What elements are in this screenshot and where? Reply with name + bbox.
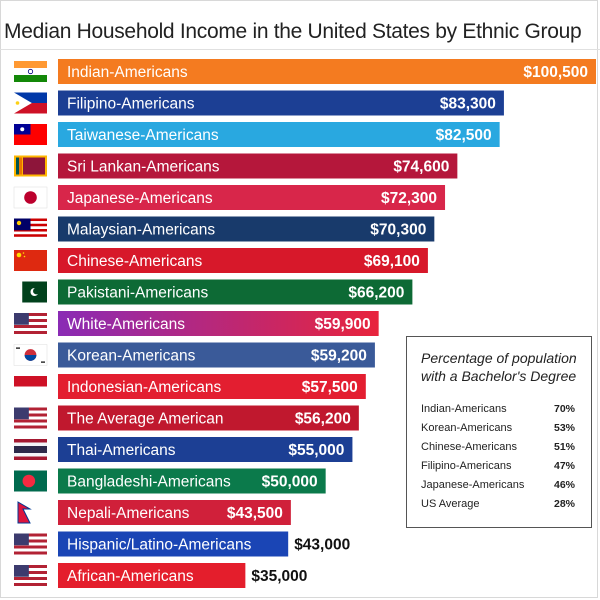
india-flag-icon xyxy=(14,61,47,82)
value-label: $82,500 xyxy=(436,127,492,144)
bar xyxy=(58,216,435,242)
bar xyxy=(58,342,375,368)
category-label: White-Americans xyxy=(67,316,185,333)
bar xyxy=(58,500,291,525)
bar xyxy=(58,90,504,116)
value-label: $50,000 xyxy=(262,474,318,491)
philippines-flag-icon xyxy=(14,92,47,114)
bar xyxy=(58,279,413,305)
inset-row: Indian-Americans 70% xyxy=(421,403,581,419)
title-divider xyxy=(0,49,600,50)
category-label: The Average American xyxy=(67,411,224,428)
bar xyxy=(58,311,379,336)
inset-row-label: Korean-Americans xyxy=(421,422,513,434)
usa-flag-icon xyxy=(14,533,47,555)
value-label: $43,000 xyxy=(294,537,350,554)
value-label: $55,000 xyxy=(288,442,344,459)
value-label: $59,200 xyxy=(311,348,367,365)
bar xyxy=(58,248,428,273)
malaysia-flag-icon xyxy=(14,218,47,240)
category-label: Sri Lankan-Americans xyxy=(67,159,220,176)
pakistan-flag-icon xyxy=(14,281,47,303)
bar xyxy=(58,59,596,84)
usa-flag-icon xyxy=(14,565,47,586)
bar xyxy=(58,122,500,147)
category-label: Taiwanese-Americans xyxy=(67,127,219,144)
value-label: $35,000 xyxy=(251,568,307,585)
value-label: $59,900 xyxy=(315,316,371,333)
category-label: Japanese-Americans xyxy=(67,190,213,207)
value-label: $56,200 xyxy=(295,411,351,428)
category-label: Pakistani-Americans xyxy=(67,285,209,302)
inset-row-value: 46% xyxy=(553,479,575,491)
category-label: Nepali-Americans xyxy=(67,505,190,522)
category-label: Korean-Americans xyxy=(67,348,196,365)
category-label: Indonesian-Americans xyxy=(67,379,221,396)
value-label: $83,300 xyxy=(440,96,496,113)
category-label: African-Americans xyxy=(67,568,194,585)
inset-row-label: US Average xyxy=(421,498,480,510)
value-label: $74,600 xyxy=(393,159,449,176)
category-label: Thai-Americans xyxy=(67,442,176,459)
inset-row-label: Indian-Americans xyxy=(421,403,507,415)
bar xyxy=(58,374,366,399)
category-label: Malaysian-Americans xyxy=(67,222,215,239)
bar xyxy=(58,563,246,588)
inset-row: Japanese-Americans 46% xyxy=(421,479,581,495)
inset-row: Chinese-Americans 51% xyxy=(421,441,581,457)
inset-row-value: 47% xyxy=(553,460,575,472)
value-label: $57,500 xyxy=(302,379,358,396)
inset-row: Filipino-Americans 47% xyxy=(421,460,581,476)
bar xyxy=(58,437,353,462)
education-inset: Percentage of population with a Bachelor… xyxy=(406,336,592,528)
value-label: $72,300 xyxy=(381,190,437,207)
bar xyxy=(58,153,458,179)
category-label: Indian-Americans xyxy=(67,64,188,81)
japan-flag-icon xyxy=(13,186,48,209)
bangladesh-flag-icon xyxy=(14,470,47,492)
usa-flag-icon xyxy=(14,407,47,429)
usa-flag-icon xyxy=(14,313,47,334)
bar xyxy=(58,405,359,431)
value-label: $70,300 xyxy=(370,222,426,239)
category-label: Bangladeshi-Americans xyxy=(67,474,231,491)
bar xyxy=(58,185,446,210)
inset-row-label: Chinese-Americans xyxy=(421,441,517,453)
category-label: Chinese-Americans xyxy=(67,253,202,270)
bar xyxy=(58,531,289,557)
taiwan-flag-icon xyxy=(14,124,47,145)
bar xyxy=(58,468,326,494)
inset-row-value: 28% xyxy=(553,498,575,510)
thailand-flag-icon xyxy=(14,439,47,460)
inset-row-value: 70% xyxy=(553,403,575,415)
indonesia-flag-icon xyxy=(14,376,47,397)
south-korea-flag-icon xyxy=(13,344,48,366)
chart-title: Median Household Income in the United St… xyxy=(4,20,582,43)
inset-row: Korean-Americans 53% xyxy=(421,422,581,438)
inset-row-value: 51% xyxy=(553,441,575,453)
china-flag-icon xyxy=(14,250,47,271)
inset-row-value: 53% xyxy=(553,422,575,434)
nepal-flag-icon xyxy=(14,501,47,524)
category-label: Hispanic/Latino-Americans xyxy=(67,537,252,554)
value-label: $100,500 xyxy=(523,64,588,81)
inset-title: Percentage of population with a Bachelor… xyxy=(421,350,577,384)
category-label: Filipino-Americans xyxy=(67,96,195,113)
inset-row-label: Filipino-Americans xyxy=(421,460,512,472)
inset-row-label: Japanese-Americans xyxy=(421,479,525,491)
value-label: $69,100 xyxy=(364,253,420,270)
value-label: $66,200 xyxy=(348,285,404,302)
inset-row: US Average 28% xyxy=(421,498,581,514)
value-label: $43,500 xyxy=(227,505,283,522)
sri-lanka-flag-icon xyxy=(14,155,47,177)
